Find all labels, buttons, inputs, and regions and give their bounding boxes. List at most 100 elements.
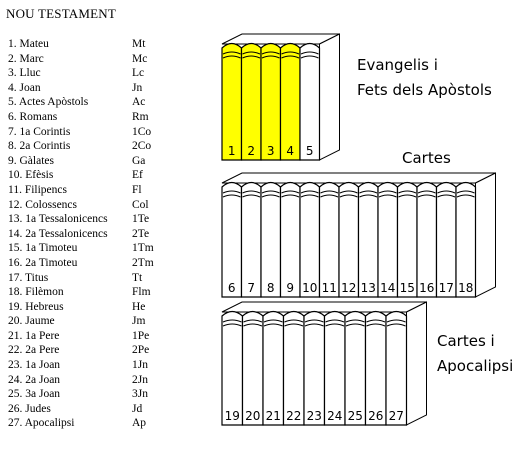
book-abbreviation: Ap <box>132 417 147 430</box>
spine-band <box>222 194 241 198</box>
spine-band <box>222 319 242 323</box>
spine-band <box>281 51 300 55</box>
spine-number: 18 <box>458 281 473 295</box>
book-abbreviation: Lc <box>132 67 145 80</box>
book-list-item: 22. 2a Pere 2Pe <box>8 343 198 358</box>
book-abbreviation: Ef <box>132 169 143 182</box>
book-spine: 22 <box>282 310 305 426</box>
spine-band <box>284 323 304 327</box>
book-abbreviation: Col <box>132 198 149 211</box>
book-name: 12. Colossencs <box>8 198 77 211</box>
book-abbreviation: 1Te <box>132 213 150 226</box>
spine-band <box>378 190 397 194</box>
book-spine: 5 <box>299 42 321 161</box>
book-abbreviation: 1Pe <box>132 329 150 342</box>
spine-band <box>366 323 386 327</box>
spine-number: 27 <box>389 409 404 423</box>
book-spine: 6 <box>221 181 243 298</box>
book-abbreviation: Jm <box>132 315 146 328</box>
book-spine: 7 <box>240 181 262 298</box>
book-abbreviation: Ac <box>132 96 146 109</box>
book-name: 26. Judes <box>8 402 51 415</box>
book-spine: 3 <box>260 42 282 161</box>
book-name: 10. Efèsis <box>8 169 54 182</box>
book-list-item: 11. Filipencs Fl <box>8 183 198 198</box>
book-group-1: 1 2 3 4 5 Evangelis i Fets dels Apòstols <box>221 33 492 161</box>
spine-band <box>339 194 358 198</box>
spine-number: 6 <box>228 281 236 295</box>
spine-number: 21 <box>266 409 281 423</box>
spine-band <box>222 51 241 55</box>
book-spine-shape <box>435 181 457 298</box>
book-spine: 13 <box>357 181 379 298</box>
spine-band <box>366 319 386 323</box>
book-spine: 25 <box>344 310 367 426</box>
book-spine: 26 <box>364 310 387 426</box>
book-spine-shape <box>455 181 477 298</box>
spine-number: 10 <box>302 281 317 295</box>
book-list-item: 5. Actes Apòstols Ac <box>8 95 198 110</box>
spine-band <box>222 55 241 59</box>
spine-band <box>437 190 456 194</box>
book-list-item: 24. 2a Joan 2Jn <box>8 373 198 388</box>
spine-number: 4 <box>286 144 294 158</box>
book-list-item: 3. Lluc Lc <box>8 66 198 81</box>
spine-band <box>242 194 261 198</box>
book-list-item: 27. Apocalipsi Ap <box>8 416 198 431</box>
shelf-side-face <box>406 301 427 426</box>
spine-band <box>398 190 417 194</box>
spine-number: 20 <box>245 409 260 423</box>
book-abbreviation: 2Jn <box>132 373 148 386</box>
book-abbreviation: 1Tm <box>132 242 154 255</box>
spine-number: 8 <box>267 281 275 295</box>
spine-band <box>281 190 300 194</box>
spine-band <box>386 319 406 323</box>
book-spine: 10 <box>299 181 321 298</box>
spine-number: 1 <box>228 144 236 158</box>
book-group-3: 19 20 21 22 23 24 25 26 27 Cartes i Apocalipsi <box>221 301 513 426</box>
spine-number: 3 <box>267 144 275 158</box>
page-title: NOU TESTAMENT <box>6 6 117 21</box>
book-list-item: 2. Marc Mc <box>8 52 198 67</box>
spine-band <box>320 190 339 194</box>
book-list-item: 25. 3a Joan 3Jn <box>8 387 198 402</box>
book-name: 24. 2a Joan <box>8 373 61 386</box>
book-spine-shape <box>344 310 367 426</box>
book-list-item: 13. 1a Tessalonicencs 1Te <box>8 212 198 227</box>
book-name: 8. 2a Corintis <box>8 140 71 153</box>
book-list-item: 9. Gàlates Ga <box>8 154 198 169</box>
book-abbreviation: 2Pe <box>132 344 150 357</box>
book-group-2: 6 7 8 9 10 11 12 13 14 15 16 17 18 Cartes <box>221 149 496 298</box>
book-spine: 8 <box>260 181 282 298</box>
shelf-side-face <box>475 172 496 298</box>
spine-band <box>242 51 261 55</box>
spine-band <box>263 319 283 323</box>
book-name: 25. 3a Joan <box>8 388 61 401</box>
book-spine: 4 <box>279 42 301 161</box>
book-name: 14. 2a Tessalonicencs <box>8 227 108 240</box>
book-abbreviation: 3Jn <box>132 388 148 401</box>
spine-band <box>339 190 358 194</box>
spine-band <box>325 323 345 327</box>
book-spine: 11 <box>318 181 340 298</box>
book-spine: 18 <box>455 181 477 298</box>
book-abbreviation: He <box>132 300 146 313</box>
book-name: 21. 1a Pere <box>8 329 60 342</box>
book-abbreviation: 2Te <box>132 227 150 240</box>
book-name: 7. 1a Corintis <box>8 125 71 138</box>
book-spine-shape <box>303 310 326 426</box>
book-name: 9. Gàlates <box>8 154 54 167</box>
spine-band <box>386 323 406 327</box>
spine-number: 5 <box>306 144 314 158</box>
book-spine-shape <box>416 181 438 298</box>
book-name: 18. Filèmon <box>8 286 64 299</box>
spine-number: 14 <box>380 281 395 295</box>
book-spine-shape <box>221 310 244 426</box>
spine-band <box>281 55 300 59</box>
spine-number: 2 <box>247 144 255 158</box>
book-name: 1. Mateu <box>8 38 49 50</box>
book-name: 20. Jaume <box>8 315 55 328</box>
book-list-item: 6. Romans Rm <box>8 110 198 125</box>
book-list-item: 20. Jaume Jm <box>8 314 198 329</box>
